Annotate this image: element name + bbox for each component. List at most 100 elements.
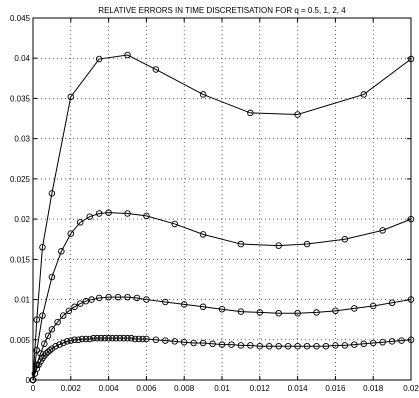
data-point <box>139 335 146 343</box>
data-point <box>90 334 97 342</box>
data-point <box>95 294 103 302</box>
series-3 <box>29 293 415 384</box>
x-tick-label: 0.016 <box>325 384 346 393</box>
data-point <box>67 93 75 101</box>
data-point <box>86 213 93 220</box>
data-point <box>94 334 101 342</box>
series-line <box>32 54 412 381</box>
y-tick-label: 0.04 <box>14 54 30 63</box>
data-point <box>112 334 120 342</box>
data-point <box>237 308 245 315</box>
data-point <box>388 338 396 345</box>
data-point <box>162 298 169 306</box>
data-point <box>52 342 59 350</box>
data-point <box>88 296 95 303</box>
data-point <box>180 301 188 308</box>
series-line <box>32 337 412 381</box>
x-tick-label: 0.014 <box>288 384 309 393</box>
data-point <box>360 340 368 348</box>
data-point <box>247 109 254 117</box>
data-point <box>124 334 131 342</box>
y-tick-label: 0.045 <box>10 14 31 23</box>
chart-title: RELATIVE ERRORS IN TIME DISCRETISATION F… <box>98 6 346 15</box>
data-point <box>162 337 169 344</box>
data-point <box>322 342 330 350</box>
data-point <box>95 55 103 63</box>
data-point <box>71 336 78 344</box>
data-point <box>313 342 320 350</box>
data-point <box>135 335 143 343</box>
data-point <box>71 303 78 311</box>
data-point <box>97 334 105 342</box>
data-point <box>218 305 226 313</box>
data-point <box>190 339 197 347</box>
data-point <box>209 340 216 348</box>
data-point <box>247 342 254 349</box>
data-point <box>37 358 44 365</box>
data-point <box>228 341 235 348</box>
data-point <box>76 219 84 226</box>
x-tick-label: 0.02 <box>403 384 419 393</box>
data-point <box>78 335 86 343</box>
data-point <box>284 342 292 350</box>
x-tick-label: 0.006 <box>136 384 157 393</box>
data-point <box>39 312 46 319</box>
series-line <box>32 212 412 381</box>
data-point <box>109 334 116 342</box>
y-tick-label: 0.015 <box>10 255 31 264</box>
data-point <box>46 346 54 354</box>
data-point <box>341 342 349 349</box>
data-point <box>124 210 131 217</box>
y-tick-label: 0.025 <box>10 175 31 184</box>
data-point <box>143 335 150 343</box>
data-point <box>143 296 150 303</box>
data-point <box>67 337 75 344</box>
data-point <box>59 339 67 347</box>
data-point <box>63 338 71 345</box>
series-4 <box>29 334 415 384</box>
data-point <box>33 316 41 323</box>
data-point <box>48 326 56 333</box>
data-point <box>128 334 135 342</box>
data-point <box>131 335 139 343</box>
data-point <box>199 91 207 98</box>
data-point <box>256 342 264 350</box>
data-point <box>124 293 131 301</box>
data-point <box>199 339 207 347</box>
data-point <box>33 346 41 354</box>
data-point <box>56 341 63 348</box>
data-point <box>303 240 311 248</box>
data-point <box>82 335 90 343</box>
data-point <box>86 335 93 343</box>
x-tick-label: 0.012 <box>250 384 271 393</box>
data-point <box>237 342 245 349</box>
x-tick-label: 0.008 <box>174 384 195 393</box>
y-tick-label: 0 <box>26 376 31 385</box>
data-point <box>75 336 82 344</box>
data-point <box>388 299 396 307</box>
data-point <box>341 235 349 243</box>
data-point <box>33 361 41 368</box>
data-point <box>44 332 52 340</box>
data-point <box>65 307 73 315</box>
y-tick-label: 0.035 <box>10 94 31 103</box>
data-point <box>180 338 188 346</box>
data-point <box>82 297 90 305</box>
x-tick-label: 0.01 <box>214 384 230 393</box>
data-point <box>105 293 112 301</box>
series-2 <box>29 209 415 384</box>
data-point <box>332 307 339 315</box>
series-1 <box>29 51 415 384</box>
data-point <box>266 342 273 350</box>
data-point <box>48 190 56 197</box>
data-point <box>58 248 65 255</box>
data-point <box>95 210 103 217</box>
data-point <box>33 365 41 372</box>
data-point <box>379 338 386 346</box>
data-point <box>199 303 207 311</box>
data-point <box>67 230 75 237</box>
x-tick-label: 0.002 <box>61 384 82 393</box>
data-point <box>294 111 301 118</box>
data-point <box>105 209 112 216</box>
